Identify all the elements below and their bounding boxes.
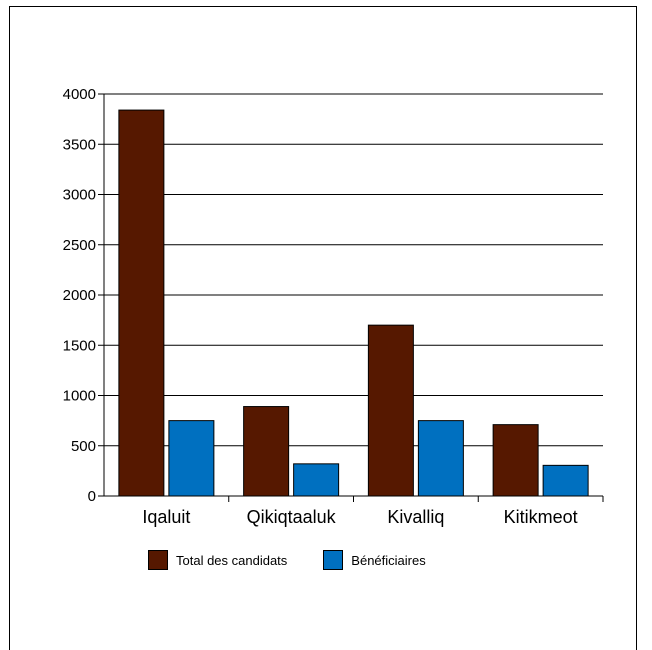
axes [98,93,604,502]
x-tick-label: Iqaluit [142,507,190,527]
legend-label-beneficiaires: Bénéficiaires [351,552,426,568]
y-tick-label: 3000 [63,187,96,204]
legend-label-total: Total des candidats [176,552,288,568]
gridlines [104,93,603,447]
legend-item-beneficiaires: Bénéficiaires [323,550,426,570]
y-tick-label: 2500 [63,237,96,254]
x-tick-label: Kitikmeot [504,507,578,527]
bar-total [492,424,539,497]
legend-swatch-beneficiaires [323,550,344,570]
chart-frame [9,6,637,650]
bar-beneficiaires [168,420,215,497]
bar-beneficiaires [417,420,464,497]
x-tick-label: Kivalliq [387,507,444,527]
bar-total [118,109,165,497]
y-tick-label: 2000 [63,287,96,304]
y-tick-label: 0 [88,488,96,505]
y-tick-label: 500 [71,438,96,455]
legend-swatch-total [148,550,168,570]
y-tick-label: 1000 [63,388,96,405]
axis-labels: 0 500 1000 1500 2000 2500 3000 3500 4000 Iqaluit Q… [63,86,578,527]
x-tick-label: Qikiqtaaluk [247,507,337,527]
bar-total [367,324,414,497]
bar-total [243,406,290,497]
legend: Total des candidats Bénéficiaires [148,550,462,570]
legend-item-total: Total des candidats [148,550,287,570]
y-tick-label: 4000 [63,86,96,103]
bars [118,109,589,497]
y-tick-label: 3500 [63,136,96,153]
bar-beneficiaires [542,464,589,497]
y-tick-label: 1500 [63,337,96,354]
bar-beneficiaires [293,463,340,497]
